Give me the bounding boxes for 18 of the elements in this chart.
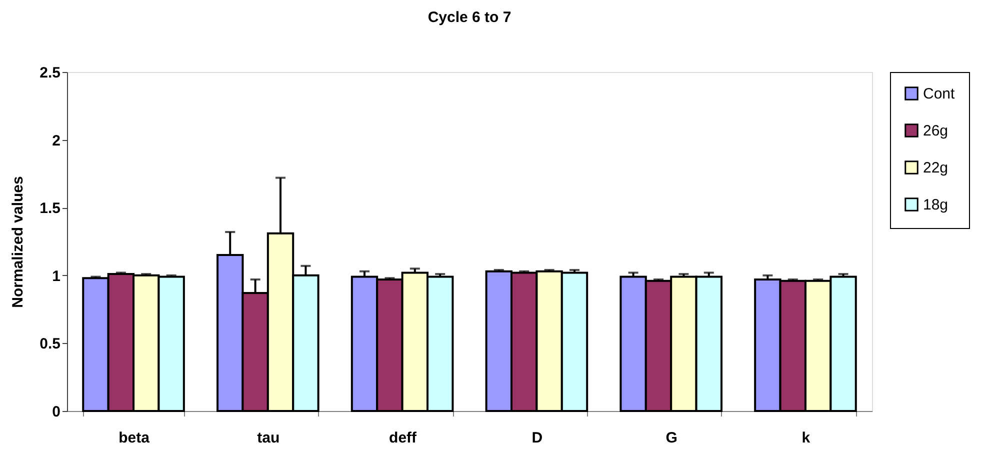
x-tick-label: k	[802, 430, 811, 446]
legend-label: 18g	[923, 196, 948, 214]
x-tick-label: beta	[118, 430, 150, 446]
x-tick-label: D	[532, 430, 543, 446]
y-tick-label: 0	[52, 404, 60, 420]
y-tick-label: 1	[52, 268, 60, 285]
x-tick-label: tau	[257, 430, 280, 446]
legend-label: 22g	[923, 160, 948, 176]
y-axis-title: Normalized values	[10, 176, 27, 308]
x-tick-label: G	[666, 430, 678, 446]
chart-title: Cycle 6 to 7	[428, 9, 512, 26]
y-tick-label: 2	[52, 132, 60, 150]
legend-label: Cont	[923, 86, 956, 102]
y-tick-label: 1.5	[40, 200, 60, 218]
y-tick-label: 0.5	[40, 336, 60, 353]
x-tick-label: deff	[389, 430, 418, 446]
y-tick-label: 2.5	[40, 64, 60, 82]
legend-label: 26g	[923, 122, 948, 140]
